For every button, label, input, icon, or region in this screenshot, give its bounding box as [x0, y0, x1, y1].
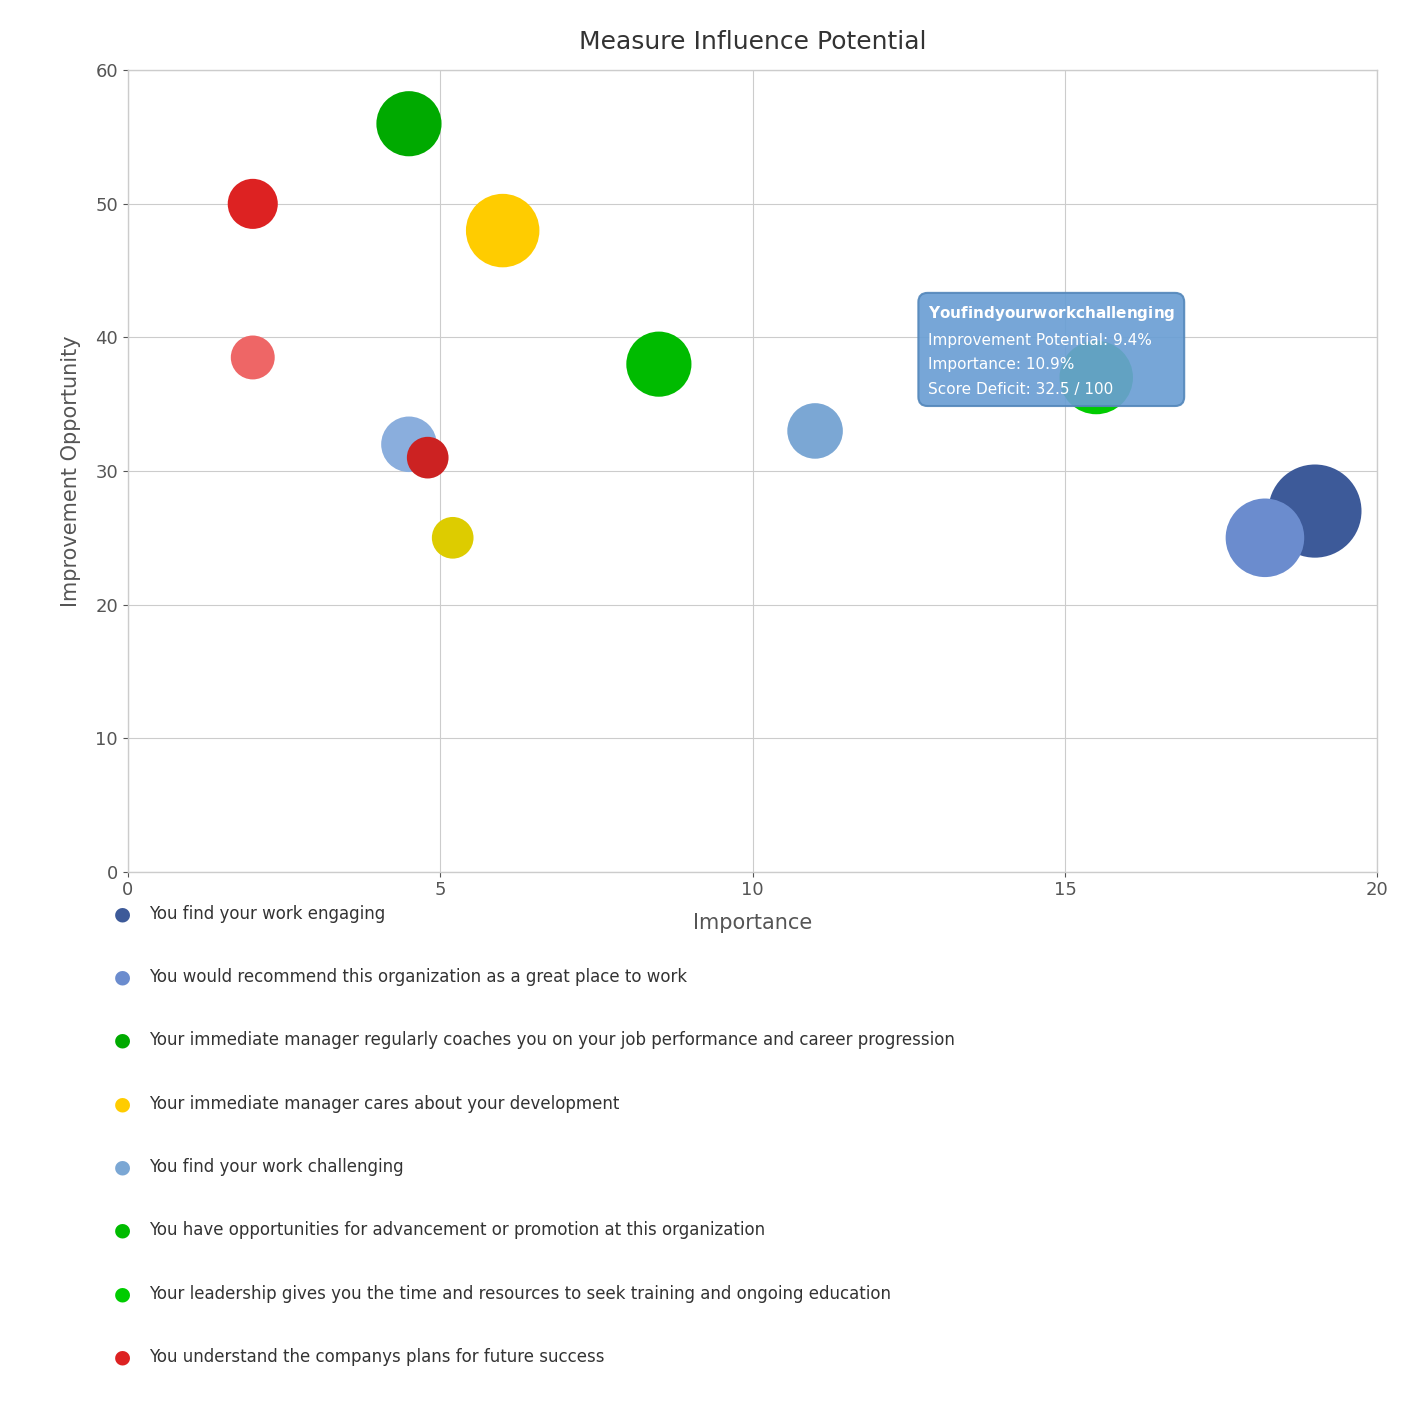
- Text: ●: ●: [114, 1094, 131, 1114]
- Point: [648, 353, 670, 375]
- Point: [442, 527, 464, 550]
- Text: ●: ●: [114, 967, 131, 987]
- Text: You find your work challenging: You find your work challenging: [149, 1159, 403, 1175]
- Text: ●: ●: [114, 1347, 131, 1367]
- Point: [1254, 527, 1277, 550]
- Text: You understand the companys plans for future success: You understand the companys plans for fu…: [149, 1348, 605, 1365]
- Text: You find your work engaging: You find your work engaging: [149, 905, 385, 922]
- Text: Your leadership gives you the time and resources to seek training and ongoing ed: Your leadership gives you the time and r…: [149, 1285, 892, 1302]
- Point: [1085, 366, 1108, 388]
- Text: Your immediate manager cares about your development: Your immediate manager cares about your …: [149, 1095, 619, 1112]
- Text: ●: ●: [114, 1157, 131, 1177]
- Text: ●: ●: [114, 1031, 131, 1050]
- Text: You have opportunities for advancement or promotion at this organization: You have opportunities for advancement o…: [149, 1222, 765, 1239]
- Point: [398, 433, 420, 456]
- Title: Measure Influence Potential: Measure Influence Potential: [579, 31, 926, 55]
- Point: [491, 219, 514, 242]
- Text: ●: ●: [114, 904, 131, 924]
- X-axis label: Importance: Importance: [693, 914, 812, 934]
- Point: [241, 346, 264, 368]
- Text: $\bf{You find your work challenging}$
Improvement Potential: 9.4%
Importance: 10: $\bf{You find your work challenging}$ Im…: [927, 304, 1174, 396]
- Point: [416, 447, 439, 470]
- Y-axis label: Improvement Opportunity: Improvement Opportunity: [61, 335, 81, 607]
- Point: [804, 419, 826, 441]
- Text: ●: ●: [114, 1284, 131, 1303]
- Text: Your immediate manager regularly coaches you on your job performance and career : Your immediate manager regularly coaches…: [149, 1032, 956, 1049]
- Text: ●: ●: [114, 1220, 131, 1240]
- Text: You would recommend this organization as a great place to work: You would recommend this organization as…: [149, 969, 687, 986]
- Point: [1304, 499, 1326, 522]
- Point: [241, 193, 264, 215]
- Point: [398, 112, 420, 135]
